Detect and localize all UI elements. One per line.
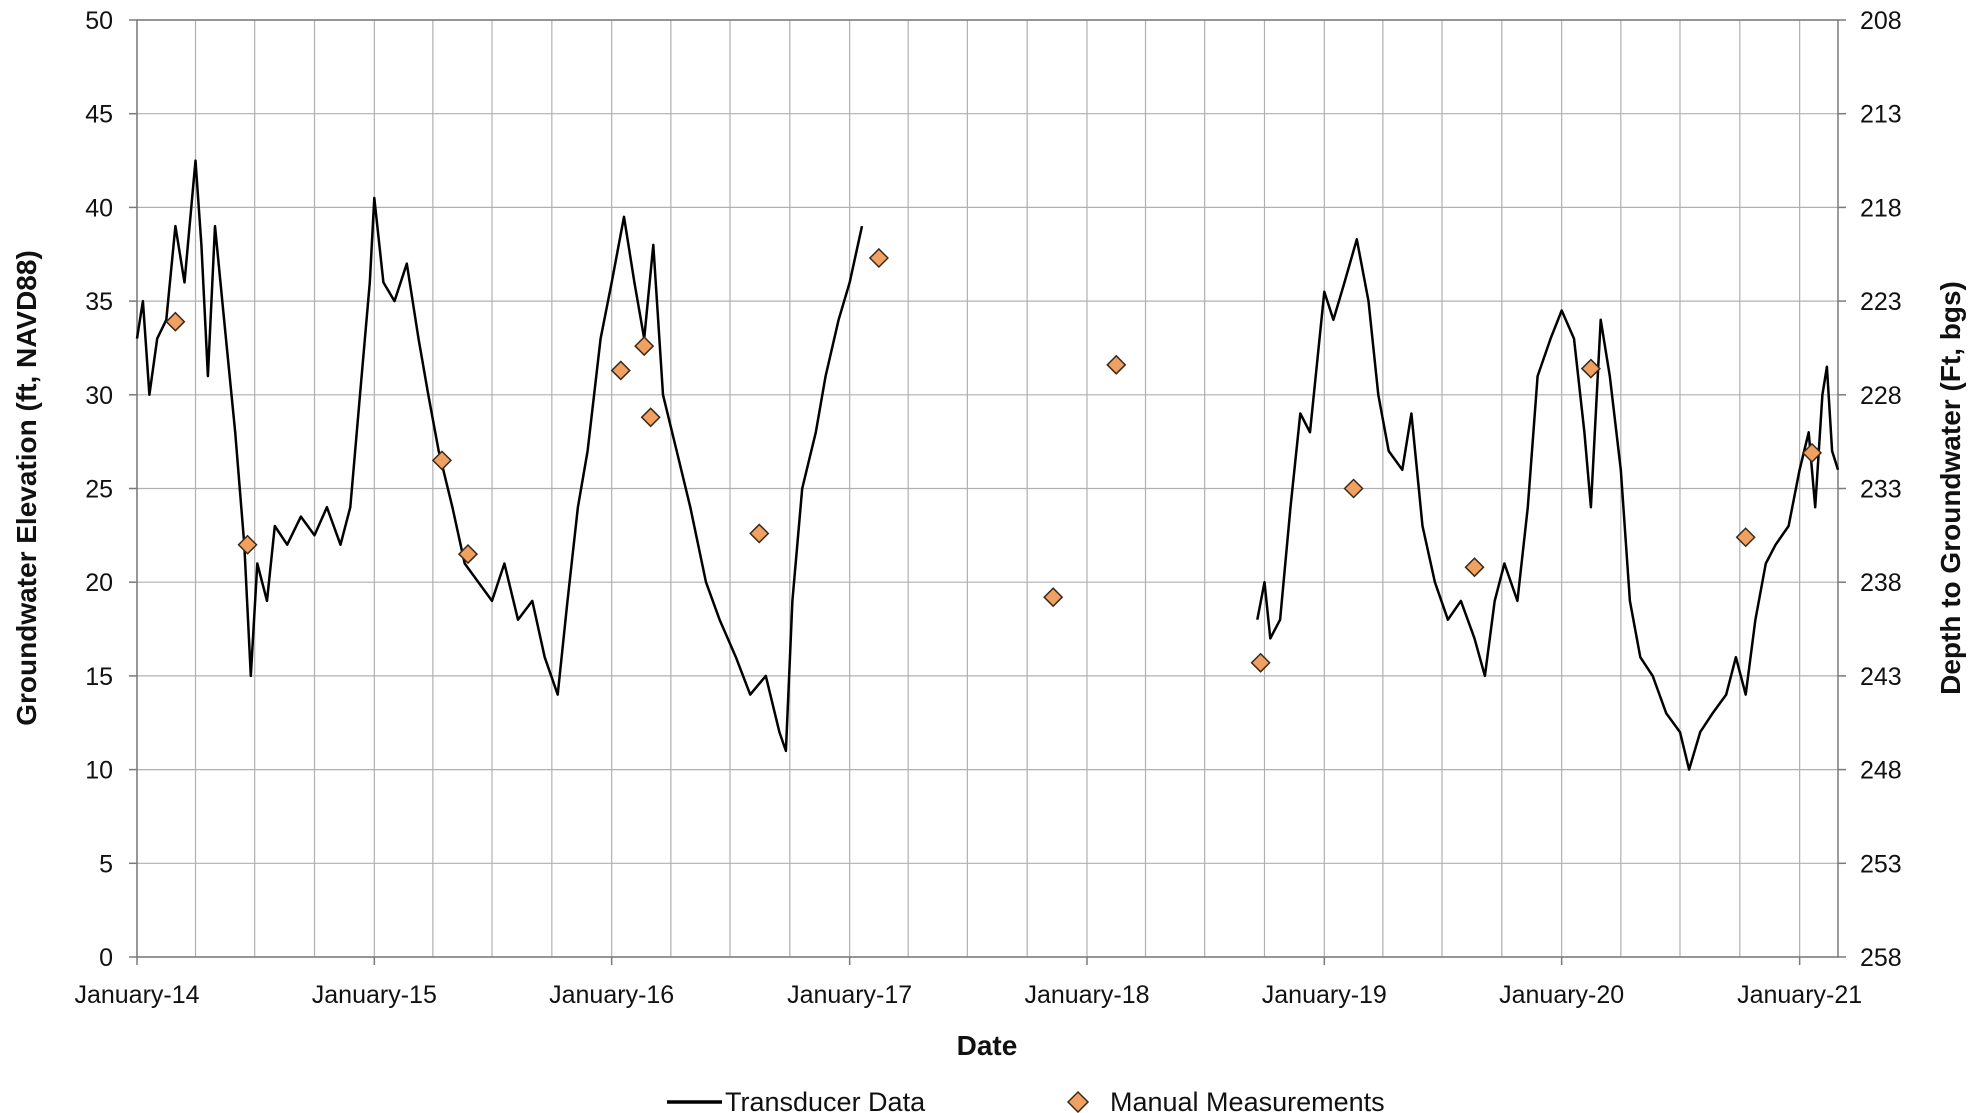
right-tick-label: 228	[1860, 382, 1902, 410]
manual-measurement-point	[610, 360, 631, 381]
x-tick-label: January-17	[787, 981, 912, 1009]
legend-label-transducer: Transducer Data	[725, 1087, 926, 1113]
x-tick-label: January-19	[1262, 981, 1387, 1009]
manual-measurement-point	[1106, 354, 1127, 375]
transducer-data-series	[135, 159, 1840, 771]
manual-measurement-point	[1250, 652, 1271, 673]
manual-measurement-point	[868, 247, 889, 269]
right-tick-label: 233	[1860, 476, 1902, 504]
manual-measurement-point	[431, 450, 453, 471]
x-tick-label: January-14	[74, 981, 199, 1009]
left-tick-label: 35	[85, 288, 113, 316]
x-axis-ticks: January-14 January-15 January-16 January-17…	[74, 957, 1862, 1009]
right-tick-label: 248	[1860, 757, 1902, 785]
manual-measurement-point	[1343, 478, 1364, 499]
manual-measurement-point	[1580, 358, 1601, 379]
x-tick-label: January-20	[1499, 981, 1624, 1009]
left-tick-label: 20	[85, 569, 113, 597]
left-tick-label: 30	[85, 382, 113, 410]
left-tick-label: 10	[85, 757, 113, 785]
right-tick-label: 218	[1860, 194, 1902, 222]
manual-measurement-point	[749, 523, 770, 544]
manual-measurement-point	[237, 534, 258, 555]
left-tick-label: 0	[99, 944, 113, 972]
legend-diamond-swatch	[1066, 1090, 1090, 1113]
manual-measurement-point	[640, 407, 661, 428]
grid-lines	[136, 19, 1838, 958]
left-tick-label: 45	[85, 101, 113, 129]
x-tick-label: January-15	[312, 981, 437, 1009]
manual-measurements-series	[165, 247, 1823, 673]
transducer-line-segment	[1256, 238, 1840, 771]
manual-measurement-point	[1801, 442, 1823, 463]
transducer-line-segment	[135, 159, 864, 753]
manual-measurement-point	[457, 544, 479, 565]
right-tick-label: 223	[1860, 288, 1902, 316]
left-tick-label: 50	[85, 7, 113, 35]
right-tick-label: 238	[1860, 569, 1902, 597]
legend: Transducer Data Manual Measurements	[667, 1087, 1385, 1113]
manual-measurement-point	[1043, 587, 1064, 608]
legend-label-manual: Manual Measurements	[1110, 1087, 1385, 1113]
right-tick-label: 258	[1860, 944, 1902, 972]
left-y-axis-title: Groundwater Elevation (ft, NAVD88)	[11, 250, 42, 726]
left-y-axis-ticks: 0 5 10 15 20 25 30 35 40 45 50	[85, 7, 137, 972]
manual-measurement-point	[1464, 557, 1485, 578]
left-tick-label: 40	[85, 194, 113, 222]
manual-measurement-point	[1735, 527, 1756, 548]
manual-measurement-point	[165, 311, 186, 332]
left-tick-label: 25	[85, 476, 113, 504]
right-tick-label: 253	[1860, 850, 1902, 878]
right-y-axis-title: Depth to Groundwater (Ft, bgs)	[1935, 281, 1966, 695]
manual-measurement-point	[634, 336, 655, 357]
left-tick-label: 15	[85, 663, 113, 691]
right-tick-label: 243	[1860, 663, 1902, 691]
x-tick-label: January-16	[549, 981, 674, 1009]
x-tick-label: January-21	[1737, 981, 1862, 1009]
x-axis-title: Date	[957, 1030, 1018, 1061]
right-tick-label: 208	[1860, 7, 1902, 35]
right-y-axis-ticks: 258 253 248 243 238 233 228 223 218 213 208	[1838, 7, 1902, 972]
right-tick-label: 213	[1860, 101, 1902, 129]
x-tick-label: January-18	[1024, 981, 1149, 1009]
left-tick-label: 5	[99, 850, 113, 878]
